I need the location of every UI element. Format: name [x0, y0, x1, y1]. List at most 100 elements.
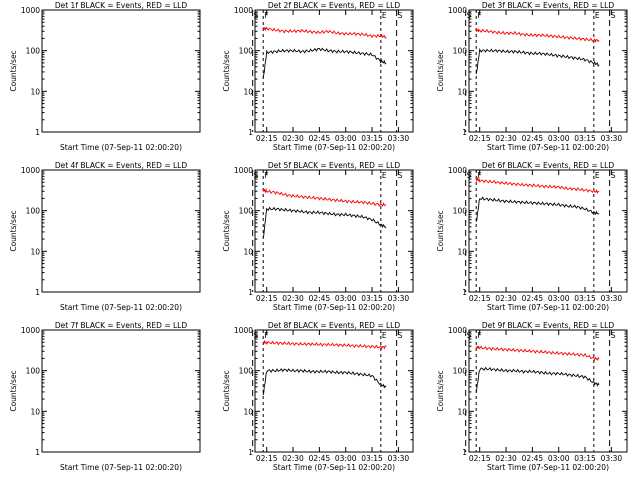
lld-series-line: [262, 26, 387, 39]
plot-frame: [41, 169, 201, 293]
y-tick-label: 1: [248, 128, 253, 137]
x-tick-label: 02:45: [522, 294, 544, 303]
y-tick-label: 100: [453, 207, 468, 216]
x-tick-label: 03:30: [601, 454, 623, 463]
x-tick-label: 02:15: [469, 134, 491, 143]
marker-label: S: [611, 171, 616, 180]
y-tick-label: 1000: [234, 166, 253, 175]
marker-label: E: [595, 171, 600, 180]
y-tick-label: 1000: [448, 326, 467, 335]
x-tick-label: 02:30: [495, 134, 517, 143]
x-tick-label: 02:45: [309, 294, 331, 303]
marker-label: F: [477, 171, 481, 180]
x-axis-label: Start Time (07-Sep-11 02:00:20): [487, 143, 609, 152]
y-axis-label: Counts/sec: [9, 370, 18, 411]
x-tick-label: 02:30: [282, 454, 304, 463]
x-tick-label: 03:15: [361, 454, 383, 463]
x-tick-label: 03:30: [388, 454, 410, 463]
y-axis-label: Counts/sec: [436, 50, 445, 91]
chart-panel: Det 8f BLACK = Events, RED = LLD11010010…: [222, 321, 622, 472]
lld-series-line: [475, 345, 600, 362]
y-tick-label: 1: [35, 288, 40, 297]
y-axis-label: Counts/sec: [9, 50, 18, 91]
marker-label: F: [264, 171, 268, 180]
y-tick-label: 1: [35, 128, 40, 137]
chart-title: Det 5f BLACK = Events, RED = LLD: [268, 161, 401, 170]
x-tick-label: 03:15: [574, 294, 596, 303]
chart-title: Det 2f BLACK = Events, RED = LLD: [268, 1, 401, 10]
x-tick-label: 03:30: [601, 134, 623, 143]
y-tick-label: 100: [26, 367, 41, 376]
x-tick-label: 03:00: [548, 294, 570, 303]
x-tick-label: 03:00: [335, 134, 357, 143]
y-tick-label: 10: [30, 87, 40, 96]
y-axis-label: Counts/sec: [9, 210, 18, 251]
x-axis-label: Start Time (07-Sep-11 02:00:20): [60, 303, 182, 312]
chart-panel: Det 7f BLACK = Events, RED = LLD 1 10 100 10…: [9, 321, 409, 472]
plot-frame: [468, 169, 628, 293]
marker-label: S: [398, 171, 403, 180]
y-axis-label: Counts/sec: [436, 370, 445, 411]
y-tick-label: 100: [239, 367, 254, 376]
marker-label: S: [398, 11, 403, 20]
y-tick-label: 1: [462, 288, 467, 297]
x-tick-label: 03:00: [335, 294, 357, 303]
lld-series-line: [475, 27, 600, 43]
x-tick-label: 03:15: [361, 134, 383, 143]
plot-frame: [254, 169, 414, 293]
chart-title: Det 8f BLACK = Events, RED = LLD: [268, 321, 401, 330]
marker-label: E: [382, 331, 387, 340]
marker-label: S: [611, 11, 616, 20]
marker-label: E: [382, 171, 387, 180]
marker-label: E: [595, 11, 600, 20]
plot-frame: [468, 9, 628, 133]
x-axis-label: Start Time (07-Sep-11 02:00:20): [487, 463, 609, 472]
chart-title: Det 3f BLACK = Events, RED = LLD: [482, 1, 615, 10]
x-tick-label: 02:15: [469, 294, 491, 303]
chart-panel: Det 6f BLACK = Events, RED = LLD 1 10 100 10…: [436, 161, 628, 312]
events-series-line: [262, 206, 387, 238]
marker-label: S: [254, 171, 259, 180]
events-series-line: [475, 196, 600, 222]
x-tick-label: 03:15: [574, 134, 596, 143]
lld-series-line: [262, 187, 387, 207]
chart-panel: Det 2f BLACK = Events, RED = LLD 1 10 100 10…: [222, 1, 622, 152]
y-tick-label: 100: [239, 47, 254, 56]
y-tick-label: 1000: [21, 6, 40, 15]
events-series-line: [262, 47, 387, 79]
y-axis-label: Counts/sec: [436, 210, 445, 251]
chart-panel: Det 3f BLACK = Events, RED = LLD 1 10 100 10…: [436, 1, 628, 152]
x-axis-label: Start Time (07-Sep-11 02:00:20): [273, 303, 395, 312]
y-tick-label: 10: [243, 247, 253, 256]
marker-label: F: [264, 11, 268, 20]
x-tick-label: 03:00: [335, 454, 357, 463]
plot-frame: [254, 329, 414, 453]
chart-panel: Det 4f BLACK = Events, RED = LLD11010010…: [9, 161, 409, 312]
y-axis-label: Counts/sec: [222, 370, 231, 411]
x-tick-label: 02:15: [469, 454, 491, 463]
x-axis-label: Start Time (07-Sep-11 02:00:20): [273, 143, 395, 152]
chart-panel: Det 9f BLACK = Events, RED = LLD 1 10 100 10…: [436, 321, 628, 472]
x-tick-label: 03:00: [548, 134, 570, 143]
x-tick-label: 03:30: [388, 294, 410, 303]
lld-series-line: [262, 339, 387, 350]
y-tick-label: 10: [457, 87, 467, 96]
chart-panel: Det 1f BLACK = Events, RED = LLD11010010…: [9, 1, 409, 152]
chart-title: Det 7f BLACK = Events, RED = LLD: [55, 321, 188, 330]
x-tick-label: 02:30: [495, 294, 517, 303]
marker-label: F: [477, 331, 481, 340]
x-tick-label: 03:15: [361, 294, 383, 303]
y-tick-label: 1: [248, 288, 253, 297]
chart-title: Det 9f BLACK = Events, RED = LLD: [482, 321, 615, 330]
y-tick-label: 100: [26, 207, 41, 216]
x-tick-label: 03:15: [574, 454, 596, 463]
chart-title: Det 4f BLACK = Events, RED = LLD: [55, 161, 188, 170]
y-axis-label: Counts/sec: [222, 50, 231, 91]
y-tick-label: 10: [30, 407, 40, 416]
lld-series-line: [475, 176, 600, 195]
y-tick-label: 10: [243, 87, 253, 96]
marker-label: S: [254, 331, 259, 340]
y-tick-label: 100: [239, 207, 254, 216]
y-tick-label: 1: [35, 448, 40, 457]
y-tick-label: 10: [243, 407, 253, 416]
